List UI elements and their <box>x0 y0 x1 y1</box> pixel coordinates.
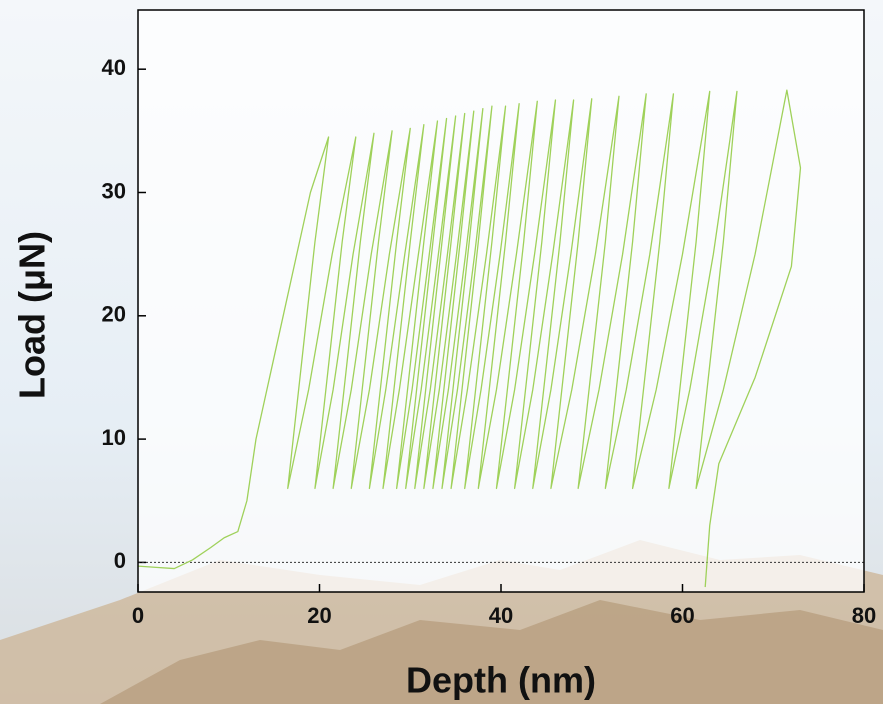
y-tick-label: 40 <box>102 55 126 80</box>
plot-area <box>138 10 864 592</box>
plot-frame <box>137 9 865 593</box>
y-tick-label: 10 <box>102 425 126 450</box>
y-tick-label: 20 <box>102 302 126 327</box>
x-tick-label: 40 <box>489 603 513 628</box>
mountains-front <box>100 600 883 704</box>
load-depth-curve <box>137 89 802 588</box>
y-tick-label: 30 <box>102 178 126 203</box>
y-tick-label: 0 <box>114 548 126 573</box>
x-tick-label: 20 <box>307 603 331 628</box>
x-tick-label: 80 <box>852 603 876 628</box>
y-axis-label: Load (μN) <box>12 231 53 399</box>
x-tick-label: 60 <box>670 603 694 628</box>
x-axis-label: Depth (nm) <box>406 660 596 701</box>
x-tick-label: 0 <box>132 603 144 628</box>
